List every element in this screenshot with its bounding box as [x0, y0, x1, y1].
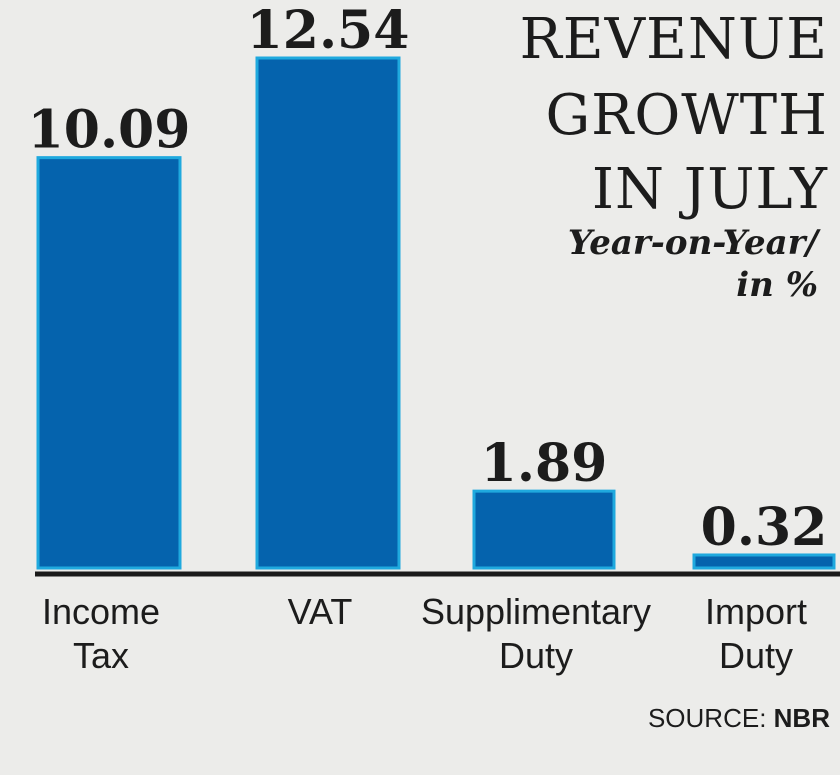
chart-subtitle-line-2: in %	[736, 265, 818, 305]
chart-title-line-1: REVENUE	[519, 7, 828, 72]
category-label: Supplimentary	[421, 591, 651, 632]
category-label: Tax	[73, 635, 129, 676]
source-label: SOURCE:	[647, 703, 767, 733]
data-label: 10.09	[28, 100, 191, 161]
chart-subtitle-line-1: Year-on-Year/	[567, 223, 818, 263]
bar	[255, 56, 401, 570]
category-label: Import	[705, 591, 807, 632]
category-label: Duty	[719, 635, 793, 676]
source-name: NBR	[773, 703, 830, 733]
data-label: 12.54	[247, 0, 410, 61]
category-label: Duty	[499, 635, 573, 676]
source-note: SOURCE: NBR	[648, 703, 830, 734]
chart-title-line-2: GROWTH	[545, 83, 828, 148]
category-label: VAT	[288, 591, 353, 632]
data-label: 1.89	[481, 433, 608, 494]
bar	[36, 156, 182, 570]
chart-title-line-3: IN JULY	[591, 157, 828, 222]
bar	[472, 489, 616, 570]
bar	[692, 553, 836, 570]
category-label: Income	[42, 591, 160, 632]
data-label: 0.32	[701, 497, 828, 558]
